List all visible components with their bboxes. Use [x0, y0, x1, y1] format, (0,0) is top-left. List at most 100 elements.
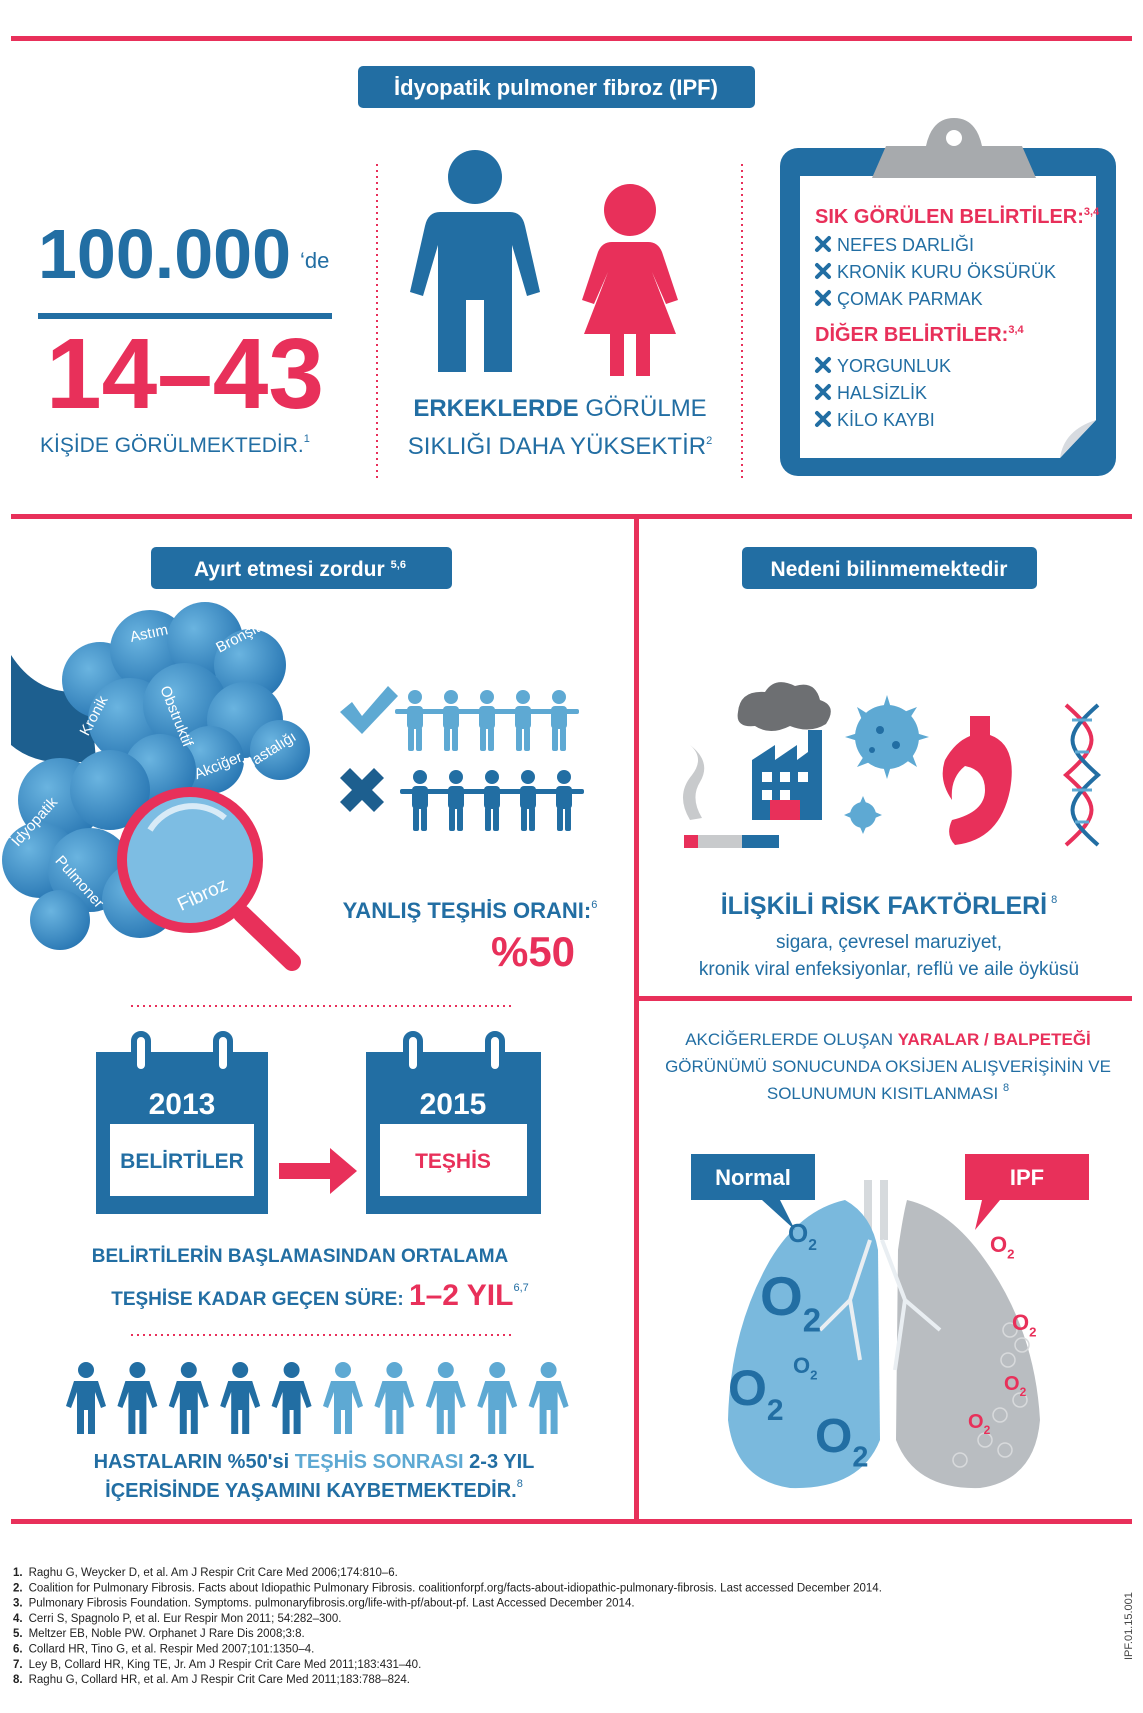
- oxygen-sub: 2: [852, 1441, 868, 1473]
- bronchi: [818, 1239, 942, 1371]
- callout-label: IPF: [1010, 1165, 1044, 1190]
- symptom: ÇOMAK PARMAK: [837, 289, 983, 309]
- cross-icon: [815, 384, 831, 400]
- symptoms-title: DİĞER BELİRTİLER:3,4: [815, 322, 1025, 346]
- callout-ipf: [965, 1154, 1089, 1230]
- shape: [780, 790, 790, 800]
- check-icon: [340, 686, 398, 734]
- person-icon: [374, 1362, 415, 1434]
- factory-icon: [737, 682, 831, 820]
- shape: [110, 1124, 254, 1196]
- oxygen-sub: 2: [1007, 1247, 1014, 1262]
- cross-icon: [815, 357, 831, 373]
- honeycomb: [952, 1322, 1030, 1468]
- airway: [11, 655, 96, 763]
- label-start: BELİRTİLER: [120, 1150, 244, 1173]
- oxygen-sub: 2: [1020, 1385, 1027, 1399]
- person-icon: [400, 770, 440, 831]
- shape: [762, 790, 772, 800]
- cross-icon: [815, 236, 831, 252]
- title: Ayırt etmesi zordur: [194, 558, 385, 581]
- oxygen-sub: 2: [767, 1394, 784, 1427]
- oxygen: O: [1004, 1373, 1020, 1395]
- oxygen: O: [1012, 1310, 1029, 1335]
- person-icon: [220, 1362, 261, 1434]
- text: SOLUNUMUN KISITLANMASI: [767, 1084, 1003, 1103]
- shape: [403, 1031, 423, 1075]
- prevalence-number: 100.000: [38, 215, 291, 293]
- gender-text: SIKLIĞI DAHA YÜKSEKTİR: [408, 433, 706, 460]
- lung-text: SOLUNUMUN KISITLANMASI 8: [767, 1082, 1009, 1103]
- shape: [780, 772, 790, 782]
- shape: [1072, 718, 1092, 824]
- shape: [213, 1031, 233, 1075]
- title-pill: [358, 66, 755, 108]
- shape: [131, 1031, 151, 1075]
- shape: [70, 750, 150, 830]
- oxygen-sub: 2: [808, 1237, 817, 1254]
- reference-number: 4.: [13, 1613, 23, 1625]
- caption: KİŞİDE GÖRÜLMEKTEDİR.: [40, 434, 304, 457]
- text: İÇERİSİNDE YAŞAMINI KAYBETMEKTEDİR.: [105, 1479, 517, 1502]
- shape: [850, 802, 876, 828]
- delay-line2: TEŞHİSE KADAR GEÇEN SÜRE: 1–2 YIL6,7: [111, 1279, 529, 1312]
- shape: [1002, 1322, 1018, 1338]
- person-icon: [508, 770, 548, 831]
- person-icon: [539, 690, 579, 751]
- ref: 6,7: [513, 1282, 528, 1294]
- shape: [845, 695, 929, 779]
- lung-ipf: [896, 1200, 1040, 1489]
- cross-icon: [815, 290, 831, 306]
- shape: [682, 745, 705, 820]
- paper-fold: [1060, 420, 1096, 458]
- person-icon: [425, 1362, 466, 1434]
- female-figure: [582, 184, 678, 376]
- shape: [604, 184, 656, 236]
- ref: 3,4: [1008, 324, 1024, 336]
- dna-icon: [1062, 703, 1102, 847]
- reference-text: Coalition for Pulmonary Fibrosis. Facts …: [29, 1582, 882, 1594]
- person-icon: [436, 770, 476, 831]
- label-end: TEŞHİS: [415, 1150, 491, 1173]
- symptom: KİLO KAYBI: [837, 410, 935, 430]
- oxygen: O: [968, 1411, 984, 1433]
- year-end: 2015: [420, 1088, 487, 1121]
- oxygen-symbol: O2: [760, 1265, 821, 1339]
- person-icon: [467, 690, 507, 751]
- oxygen: O: [728, 1360, 767, 1416]
- text: TEŞHİSE KADAR GEÇEN SÜRE:: [111, 1289, 409, 1310]
- reference: 1. Raghu G, Weycker D, et al. Am J Respir…: [13, 1567, 398, 1579]
- ref: 2: [706, 435, 712, 447]
- cross-icon: [340, 768, 384, 812]
- person-icon: [117, 1362, 158, 1434]
- person-icon: [503, 690, 543, 751]
- oxygen-symbol: O2: [793, 1353, 817, 1383]
- shape: [977, 1432, 993, 1448]
- oxygen-sub: 2: [810, 1368, 817, 1383]
- shape: [698, 835, 742, 848]
- magnifier-handle: [233, 905, 301, 971]
- person-icon: [528, 1362, 569, 1434]
- mortality-line2: İÇERİSİNDE YAŞAMINI KAYBETMEKTEDİR.8: [105, 1478, 523, 1502]
- reference-text: Ley B, Collard HR, King TE, Jr. Am J Res…: [29, 1659, 422, 1671]
- divider: [11, 1519, 1132, 1524]
- ref: 8: [1051, 894, 1057, 906]
- reference: 6. Collard HR, Tino G, et al. Respir Med …: [13, 1644, 314, 1656]
- reference-number: 7.: [13, 1659, 23, 1671]
- divider: [634, 996, 1132, 1001]
- shape: [1000, 1352, 1016, 1368]
- reference-text: Pulmonary Fibrosis Foundation. Symptoms.…: [29, 1598, 635, 1610]
- ref: 6: [591, 899, 597, 911]
- symptom: KRONİK KURU ÖKSÜRÜK: [837, 262, 1056, 282]
- person-icon: [472, 770, 512, 831]
- reference: 5. Meltzer EB, Noble PW. Orphanet J Rare …: [13, 1628, 305, 1640]
- reference: 4. Cerri S, Spagnolo P, et al. Eur Respir…: [13, 1613, 341, 1625]
- shape: [395, 690, 584, 831]
- person-icon: [477, 1362, 518, 1434]
- reference: 7. Ley B, Collard HR, King TE, Jr. Am J R…: [13, 1659, 421, 1671]
- shape: [250, 720, 310, 780]
- risk-text: sigara, çevresel maruziyet,: [776, 932, 1002, 953]
